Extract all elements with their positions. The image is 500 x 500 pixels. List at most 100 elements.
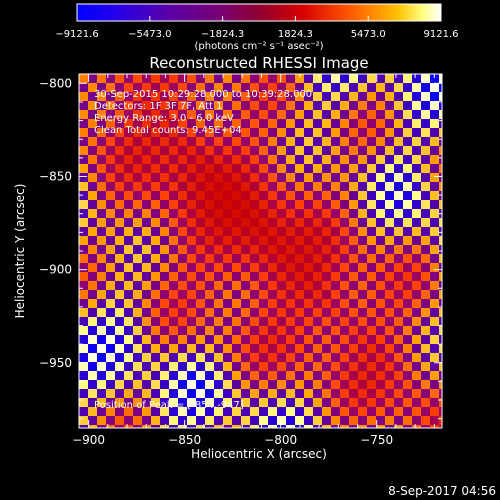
heatmap-cell <box>277 389 287 399</box>
heatmap-cell <box>412 407 422 417</box>
heatmap-cell <box>421 137 431 147</box>
heatmap-cell <box>205 209 215 219</box>
heatmap-cell <box>178 236 188 246</box>
heatmap-cell <box>133 83 143 93</box>
heatmap-cell <box>160 317 170 327</box>
heatmap-cell <box>322 416 332 426</box>
heatmap-cell <box>241 407 251 417</box>
heatmap-cell <box>178 74 188 84</box>
heatmap-cell <box>412 425 422 428</box>
heatmap-cell <box>349 335 359 345</box>
heatmap-cell <box>178 155 188 165</box>
heatmap-cell <box>223 83 233 93</box>
heatmap-cell <box>142 83 152 93</box>
heatmap-cell <box>250 110 260 120</box>
heatmap-cell <box>106 272 116 282</box>
heatmap-cell <box>124 353 134 363</box>
heatmap-cell <box>259 200 269 210</box>
heatmap-cell <box>250 164 260 174</box>
heatmap-cell <box>151 101 161 111</box>
heatmap-cell <box>79 92 89 102</box>
heatmap-cell <box>421 155 431 165</box>
heatmap-cell <box>358 281 368 291</box>
heatmap-cell <box>196 236 206 246</box>
heatmap-cell <box>259 344 269 354</box>
heatmap-cell <box>385 182 395 192</box>
heatmap-cell <box>376 380 386 390</box>
heatmap-cell <box>223 155 233 165</box>
heatmap-cell <box>286 236 296 246</box>
heatmap-cell <box>421 371 431 381</box>
heatmap-cell <box>349 191 359 201</box>
heatmap-cell <box>376 110 386 120</box>
heatmap-cell <box>295 290 305 300</box>
heatmap-cell <box>142 263 152 273</box>
heatmap-cell <box>151 326 161 336</box>
heatmap-cell <box>268 227 278 237</box>
heatmap-cell <box>367 317 377 327</box>
heatmap-cell <box>232 317 242 327</box>
heatmap-cell <box>259 407 269 417</box>
annotation-energy-range: Energy Range: 3.0 - 6.0 keV <box>94 113 234 124</box>
heatmap-cell <box>322 173 332 183</box>
heatmap-cell <box>394 317 404 327</box>
heatmap-cell <box>133 326 143 336</box>
heatmap-cell <box>340 218 350 228</box>
heatmap-cell <box>79 416 89 426</box>
heatmap-cell <box>376 254 386 264</box>
heatmap-cell <box>142 227 152 237</box>
heatmap-cell <box>79 182 89 192</box>
heatmap-cell <box>97 281 107 291</box>
heatmap-cell <box>367 137 377 147</box>
heatmap-cell <box>385 362 395 372</box>
heatmap-cell <box>340 92 350 102</box>
heatmap-cell <box>160 119 170 129</box>
heatmap-cell <box>223 245 233 255</box>
heatmap-cell <box>295 191 305 201</box>
heatmap-cell <box>232 191 242 201</box>
heatmap-cell <box>421 389 431 399</box>
heatmap-cell <box>259 146 269 156</box>
heatmap-cell <box>178 191 188 201</box>
heatmap-cell <box>241 101 251 111</box>
heatmap-cell <box>106 389 116 399</box>
heatmap-cell <box>259 416 269 426</box>
heatmap-cell <box>124 209 134 219</box>
heatmap-cell <box>151 227 161 237</box>
heatmap-cell <box>295 398 305 408</box>
heatmap-cell <box>358 200 368 210</box>
heatmap-cell <box>133 146 143 156</box>
heatmap-cell <box>241 317 251 327</box>
heatmap-cell <box>322 218 332 228</box>
heatmap-cell <box>88 173 98 183</box>
heatmap-cell <box>142 290 152 300</box>
heatmap-cell <box>322 209 332 219</box>
heatmap-cell <box>115 299 125 309</box>
heatmap-cell <box>376 155 386 165</box>
heatmap-cell <box>178 353 188 363</box>
heatmap-cell <box>295 110 305 120</box>
heatmap-cell <box>106 416 116 426</box>
heatmap-cell <box>205 110 215 120</box>
heatmap-cell <box>286 353 296 363</box>
heatmap-cell <box>241 326 251 336</box>
heatmap-cell <box>169 263 179 273</box>
heatmap-cell <box>322 92 332 102</box>
heatmap-cell <box>313 164 323 174</box>
heatmap-cell <box>376 128 386 138</box>
heatmap-cell <box>331 254 341 264</box>
colorbar-gradient <box>76 3 442 22</box>
heatmap-cell <box>385 236 395 246</box>
heatmap-cell <box>97 92 107 102</box>
heatmap-cell <box>349 362 359 372</box>
heatmap-cell <box>295 74 305 84</box>
heatmap-cell <box>367 155 377 165</box>
heatmap-cell <box>187 362 197 372</box>
heatmap-cell <box>304 425 314 428</box>
heatmap-cell <box>385 308 395 318</box>
heatmap-cell <box>205 92 215 102</box>
heatmap-cell <box>340 398 350 408</box>
heatmap-cell <box>403 389 413 399</box>
heatmap-cell <box>259 425 269 428</box>
heatmap-cell <box>412 92 422 102</box>
